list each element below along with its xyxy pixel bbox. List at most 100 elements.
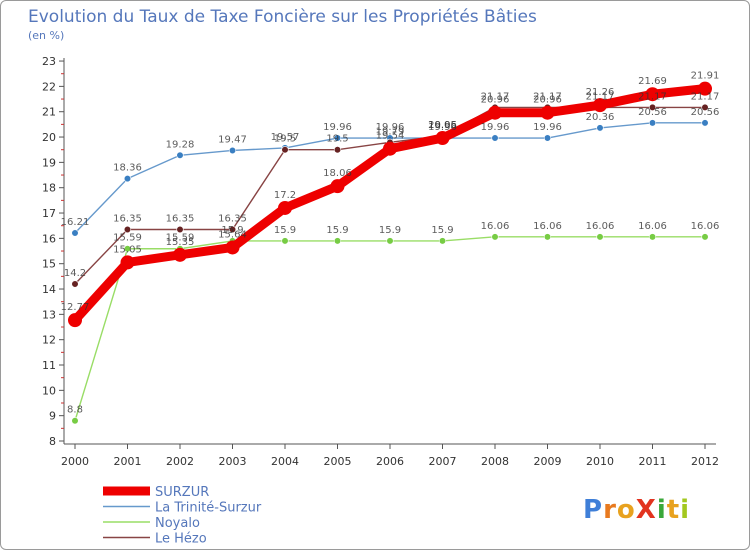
data-point <box>383 141 397 156</box>
y-tick-label: 22 <box>42 80 56 93</box>
y-tick-label: 18 <box>42 182 56 195</box>
data-label: 19.57 <box>271 132 300 143</box>
data-point <box>488 105 502 120</box>
data-label: 15.9 <box>431 225 453 236</box>
data-label: 18.36 <box>113 163 142 174</box>
data-label: 21.91 <box>691 71 720 82</box>
data-point <box>333 134 342 142</box>
data-label: 20.96 <box>481 95 510 106</box>
y-tick-label: 21 <box>42 106 56 119</box>
data-label: 17.2 <box>274 190 296 201</box>
data-point <box>648 119 657 127</box>
data-label: 14.2 <box>64 268 86 279</box>
data-point <box>701 233 709 241</box>
y-tick-label: 10 <box>42 384 56 397</box>
series-noyalo <box>71 233 709 425</box>
x-tick-label: 2012 <box>691 455 719 468</box>
data-label: 8.8 <box>67 405 83 416</box>
x-tick-label: 2007 <box>429 455 457 468</box>
data-label: 21.17 <box>638 91 667 102</box>
y-tick-label: 14 <box>42 283 56 296</box>
data-label: 15.9 <box>274 225 296 236</box>
data-label: 16.21 <box>61 217 90 228</box>
data-point <box>645 87 660 102</box>
data-label: 19.96 <box>323 122 352 133</box>
data-label: 16.06 <box>691 221 720 232</box>
data-point <box>225 240 240 255</box>
data-point <box>491 134 499 142</box>
y-ticks: 8 9 10 11 12 13 14 15 16 17 18 19 20 21 22 23 <box>42 55 64 448</box>
data-point <box>698 81 712 96</box>
y-tick-label: 15 <box>42 258 56 271</box>
proxiti-logo: ProXiti <box>583 495 689 525</box>
x-tick-label: 2010 <box>586 455 614 468</box>
data-label: 15.9 <box>379 225 401 236</box>
data-label: 15.59 <box>166 233 195 244</box>
x-tick-label: 2006 <box>376 455 404 468</box>
data-label: 19.79 <box>376 126 405 137</box>
chart-subtitle: (en %) <box>28 29 64 42</box>
data-point <box>333 146 342 154</box>
data-label: 19.5 <box>274 134 296 145</box>
data-point <box>648 103 657 112</box>
data-label: 20.56 <box>638 107 667 118</box>
data-point <box>540 105 555 120</box>
legend-label: SURZUR <box>155 485 209 500</box>
data-label: 19.47 <box>218 134 247 145</box>
legend-label: Noyalo <box>155 516 200 531</box>
y-tick-label: 23 <box>42 55 56 68</box>
data-label: 19.96 <box>428 120 457 131</box>
y-tick-label: 16 <box>42 232 56 245</box>
data-label: 16.06 <box>481 221 510 232</box>
x-tick-label: 2002 <box>166 455 194 468</box>
y-tick-label: 11 <box>42 359 56 372</box>
data-label: 20.36 <box>586 112 615 123</box>
data-label: 19.96 <box>481 122 510 133</box>
data-point <box>71 229 79 237</box>
data-label: 21.17 <box>586 91 615 102</box>
data-point <box>278 200 292 215</box>
data-label: 19.54 <box>376 131 405 142</box>
data-label: 19.5 <box>326 134 348 145</box>
data-point <box>543 233 552 241</box>
data-point <box>123 245 132 253</box>
data-label: 15.05 <box>113 244 142 255</box>
x-ticks: 2000 2001 2002 2003 2004 2005 2006 2007 2008 2009… <box>61 444 719 468</box>
data-label: 15.35 <box>166 237 195 248</box>
series-layer <box>68 81 712 425</box>
data-point <box>330 179 345 194</box>
data-point <box>435 131 450 146</box>
data-label: 19.28 <box>166 139 195 150</box>
x-tick-label: 2003 <box>219 455 247 468</box>
data-point <box>648 233 657 241</box>
data-point <box>701 103 709 112</box>
data-label: 19.96 <box>376 122 405 133</box>
x-tick-label: 2001 <box>114 455 142 468</box>
data-label: 21.17 <box>533 91 562 102</box>
data-label: 19.96 <box>533 122 562 133</box>
y-tick-label: 13 <box>42 308 56 321</box>
data-label: 16.35 <box>218 213 247 224</box>
data-point <box>176 151 184 159</box>
data-label: 16.06 <box>533 221 562 232</box>
data-point <box>596 124 604 132</box>
data-point <box>593 98 607 113</box>
x-tick-label: 2005 <box>324 455 352 468</box>
data-point <box>281 146 289 154</box>
data-label: 15.9 <box>221 225 243 236</box>
axes <box>63 58 716 445</box>
data-label: 21.26 <box>586 87 615 98</box>
data-label: 12.77 <box>61 302 90 313</box>
series-line <box>74 236 706 422</box>
data-labels: 16.21 18.36 19.28 19.47 19.57 19.96 19.96 19.96… <box>61 71 720 416</box>
data-point <box>71 280 79 288</box>
data-label: 21.17 <box>691 91 720 102</box>
data-label: 19.96 <box>428 122 457 133</box>
data-point <box>173 247 187 262</box>
data-point <box>176 225 184 234</box>
data-point <box>491 233 499 241</box>
y-tick-label: 12 <box>42 334 56 347</box>
data-label: 20.96 <box>533 95 562 106</box>
